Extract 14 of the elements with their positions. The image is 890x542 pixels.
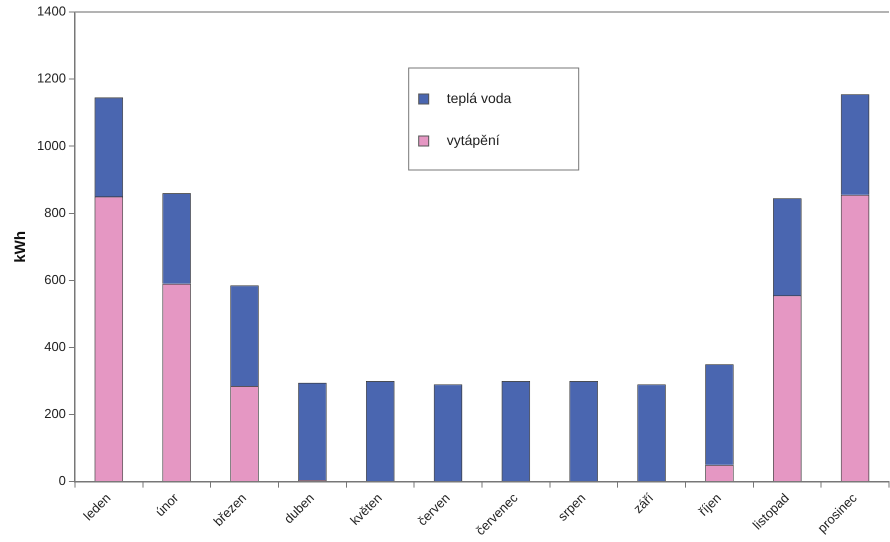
y-axis-title: kWh (12, 231, 30, 263)
y-tick-label: 0 (58, 473, 66, 488)
y-tick-label: 200 (44, 406, 66, 422)
y-tick-label: 1000 (37, 138, 66, 153)
y-tick-label: 1400 (37, 4, 66, 19)
x-tick-label: únor (152, 490, 182, 520)
y-tick-label: 800 (44, 204, 66, 220)
y-tick-label: 1200 (37, 70, 66, 86)
y-tick-label: 400 (44, 339, 66, 354)
x-tick-label: září (630, 490, 656, 516)
legend-label: teplá voda (446, 90, 512, 106)
x-tick-label: říjen (696, 490, 724, 519)
y-tick-label: 600 (44, 272, 66, 287)
legend-label: vytápění (446, 132, 500, 148)
